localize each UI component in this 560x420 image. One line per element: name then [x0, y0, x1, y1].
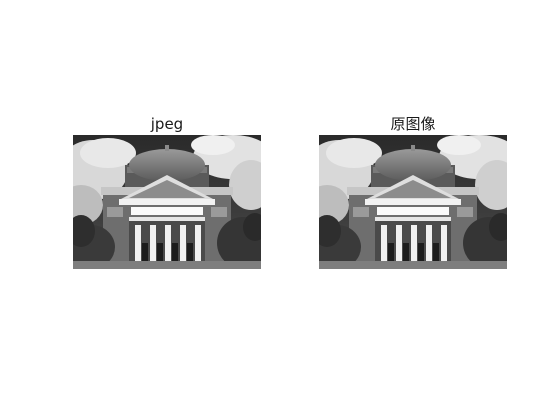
panel-title-original: 原图像	[390, 115, 436, 133]
photo-scene	[73, 135, 261, 269]
jpeg-image	[73, 135, 261, 269]
original-image	[319, 135, 507, 269]
photo-scene	[319, 135, 507, 269]
panel-title-jpeg: jpeg	[150, 115, 184, 133]
